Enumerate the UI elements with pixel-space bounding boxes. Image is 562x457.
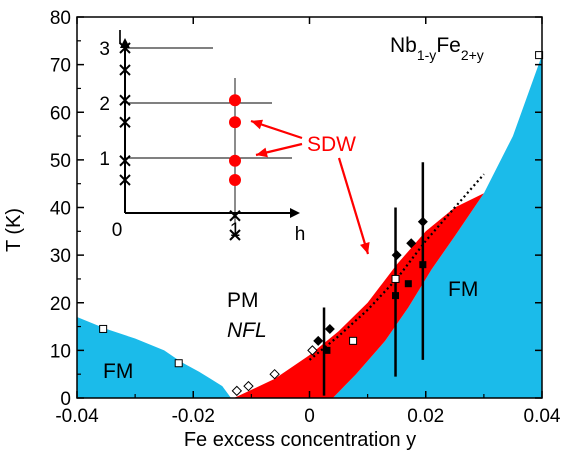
y-tick-label: 0 [60, 389, 71, 410]
y-tick-label: 50 [50, 151, 71, 172]
phase-regions [77, 55, 542, 398]
cross-stroke [119, 42, 131, 54]
inset-sdw-dot [229, 174, 241, 186]
filled-diamond-point [406, 238, 417, 249]
inset-cross [119, 64, 131, 76]
fm-region-left [77, 317, 231, 398]
cross-stroke [229, 229, 241, 241]
inset-cross [119, 155, 131, 167]
fm-left-label: FM [103, 360, 133, 383]
dotted-guide-line [308, 173, 485, 361]
inset-l-tick-label: 3 [99, 39, 110, 60]
inset-l-tick-label: 1 [99, 149, 110, 170]
inset-cross [119, 94, 131, 106]
arrow-head [251, 119, 263, 130]
sdw-region [233, 193, 484, 398]
inset-cross [229, 229, 241, 241]
inset-l-tick-label: 2 [99, 94, 110, 115]
x-axis-label: Fe excess concentration y [184, 429, 416, 451]
inset-sdw-dot [229, 154, 241, 167]
inset-cross [119, 174, 131, 186]
x-tick-label: -0.02 [172, 406, 215, 427]
y-tick-label: 20 [50, 294, 71, 315]
filled-square-point [323, 346, 331, 354]
inset-h-tick-label: 0 [112, 220, 123, 241]
open-square-point [349, 336, 358, 345]
open-diamond-point [243, 380, 254, 392]
cross-stroke [119, 116, 131, 128]
open-square-point [391, 274, 400, 283]
x-tick-label: -0.04 [55, 406, 99, 427]
arrow-shaft [337, 157, 370, 255]
y-tick-label: 40 [50, 199, 71, 220]
cross-stroke [119, 64, 131, 76]
inset-diagram: 1 2 3 0 1 h l [99, 28, 305, 245]
filled-square-point [392, 292, 400, 300]
inset-h-tick-label: 1 [230, 220, 241, 241]
inset-cross [119, 42, 131, 54]
cross-stroke [229, 210, 241, 222]
inset-sdw-dot [229, 94, 241, 107]
y-tick-label: 30 [50, 246, 71, 267]
inset-cross [119, 116, 131, 128]
inset-sdw-dot [229, 116, 241, 129]
fm-region-right [332, 55, 542, 398]
pm-label: PM [227, 289, 259, 312]
sdw-arrow-lower [255, 142, 303, 158]
cross-stroke [119, 155, 131, 167]
filled-diamond-point [313, 335, 324, 346]
sdw-arrow-upper [250, 119, 303, 140]
filled-square-point [419, 261, 427, 269]
sdw-label: SDW [307, 133, 356, 156]
arrow-head [256, 147, 268, 158]
y-tick-label: 70 [50, 56, 71, 77]
formula-label: Nb1-yFe2+y [390, 34, 484, 63]
x-tick-label: 0.02 [407, 406, 444, 427]
sdw-arrow-main [337, 157, 370, 255]
open-square-point [174, 359, 183, 368]
filled-diamond-point [417, 216, 428, 227]
sdw-arrows [250, 119, 370, 255]
inset-h-arrowhead [290, 208, 300, 218]
y-axis-label: T (K) [3, 208, 25, 252]
filled-diamond-point [324, 323, 335, 334]
fm-right-label: FM [448, 278, 478, 301]
inset-h-label: h [295, 224, 306, 245]
inset-l-label: l [118, 28, 122, 49]
x-tick-label: 0.04 [524, 406, 561, 427]
open-diamond-point [307, 345, 318, 356]
open-diamond-point [269, 368, 280, 380]
open-square-point [99, 324, 108, 333]
cross-stroke [119, 174, 131, 186]
y-tick-label: 60 [50, 103, 71, 124]
dotted-line [308, 173, 485, 361]
data-points [99, 51, 544, 397]
filled-square-point [404, 280, 412, 288]
x-tick-label: 0 [304, 406, 315, 427]
y-tick-label: 80 [50, 8, 71, 29]
cross-stroke [119, 94, 131, 106]
arrow-head [360, 242, 370, 254]
inset-cross [229, 210, 241, 222]
filled-diamond-point [391, 250, 402, 261]
y-tick-label: 10 [50, 341, 71, 362]
open-diamond-point [231, 385, 243, 397]
nfl-label: NFL [227, 319, 267, 342]
